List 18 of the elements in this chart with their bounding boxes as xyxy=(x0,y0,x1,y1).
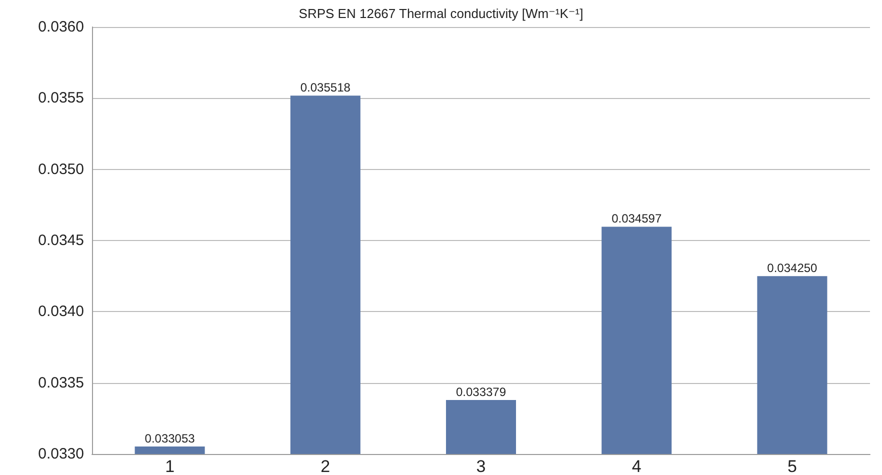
y-tick-label: 0.0345 xyxy=(38,232,84,249)
x-tick-label: 5 xyxy=(787,457,797,475)
y-tick-label: 0.0350 xyxy=(38,160,84,178)
y-tick-label: 0.0335 xyxy=(38,374,84,392)
x-tick-label: 4 xyxy=(632,457,642,475)
data-label: 0.034597 xyxy=(612,212,662,226)
y-tick-label: 0.0330 xyxy=(38,446,84,462)
data-label: 0.033379 xyxy=(456,385,506,400)
data-label: 0.034250 xyxy=(767,261,818,276)
x-tick-label: 1 xyxy=(165,457,175,475)
y-tick-label: 0.0340 xyxy=(38,303,84,320)
x-tick-label: 3 xyxy=(476,457,486,475)
x-tick-label: 2 xyxy=(320,457,330,475)
data-label: 0.035518 xyxy=(300,80,351,95)
y-tick-label: 0.0355 xyxy=(38,90,84,107)
chart-title: SRPS EN 12667 Thermal conductivity [Wm⁻¹K⁻¹] xyxy=(298,6,584,21)
data-label: 0.033053 xyxy=(144,431,196,446)
y-tick-label: 0.0360 xyxy=(38,18,84,36)
